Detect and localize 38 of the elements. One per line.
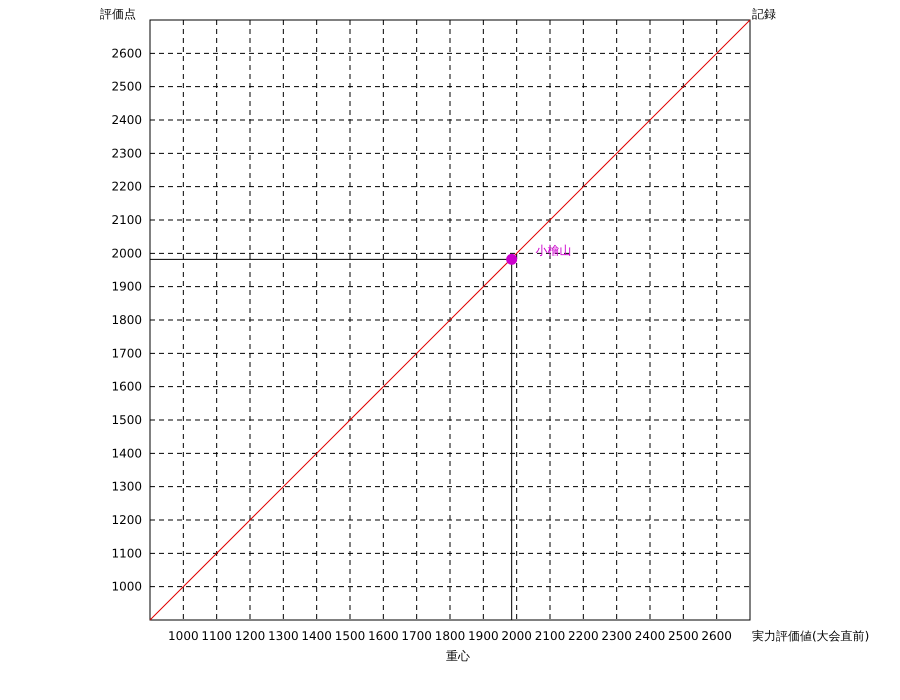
y-tick-label: 1400 bbox=[111, 446, 142, 460]
y-tick-label: 1800 bbox=[111, 313, 142, 327]
x-tick-label: 2000 bbox=[501, 629, 532, 643]
y-tick-label: 1100 bbox=[111, 546, 142, 560]
y-axis-title: 評価点 bbox=[100, 7, 136, 21]
x-tick-label: 1700 bbox=[401, 629, 432, 643]
x-tick-label: 2400 bbox=[634, 629, 666, 643]
x-tick-label: 1000 bbox=[168, 629, 199, 643]
y-tick-label: 2300 bbox=[111, 146, 142, 160]
y-tick-label: 2200 bbox=[111, 180, 142, 194]
y-tick-label: 1200 bbox=[111, 513, 142, 527]
x-tick-label: 2200 bbox=[568, 629, 599, 643]
y-tick-label: 1700 bbox=[111, 346, 142, 360]
x-tick-label: 2300 bbox=[601, 629, 632, 643]
text: 記録 bbox=[752, 7, 776, 21]
y-tick-label: 1500 bbox=[111, 413, 142, 427]
y-tick-label: 1600 bbox=[111, 380, 142, 394]
x-tick-label: 1800 bbox=[434, 629, 466, 643]
y-tick-label: 1000 bbox=[111, 580, 142, 594]
text: 重心 bbox=[446, 649, 470, 663]
x-tick-label: 1900 bbox=[468, 629, 499, 643]
y-tick-label: 2600 bbox=[111, 46, 142, 60]
x-tick-label: 1200 bbox=[234, 629, 266, 643]
y-tick-label: 1300 bbox=[111, 480, 142, 494]
y-tick-label: 2100 bbox=[111, 213, 142, 227]
y-tick-label: 2000 bbox=[111, 246, 142, 260]
y-tick-label: 1900 bbox=[111, 280, 142, 294]
x-axis-title: 実力評価値(大会直前) bbox=[752, 629, 870, 643]
y-tick-label: 2400 bbox=[111, 113, 142, 127]
y-tick-label: 2500 bbox=[111, 80, 142, 94]
x-tick-label: 1100 bbox=[201, 629, 232, 643]
x-tick-label: 1500 bbox=[334, 629, 366, 643]
x-tick-label: 1600 bbox=[368, 629, 399, 643]
x-tick-label: 2500 bbox=[668, 629, 699, 643]
x-tick-label: 2600 bbox=[701, 629, 732, 643]
x-tick-label: 1400 bbox=[301, 629, 332, 643]
x-tick-label: 2100 bbox=[534, 629, 566, 643]
x-tick-label: 1300 bbox=[268, 629, 299, 643]
